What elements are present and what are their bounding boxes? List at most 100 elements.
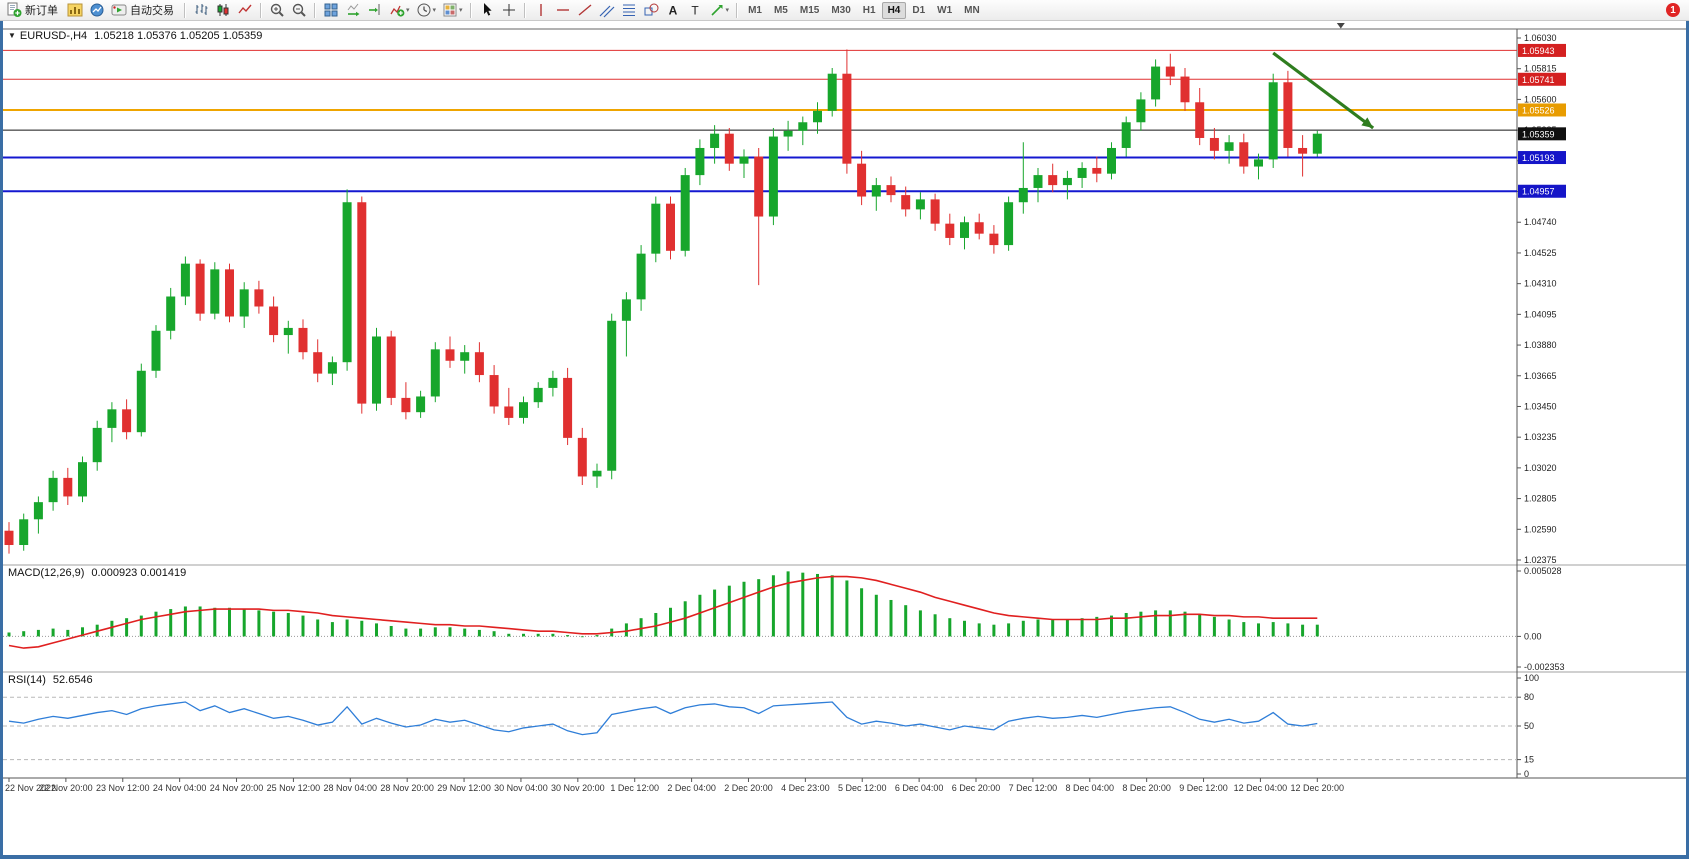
macd-histogram-bar	[713, 589, 717, 637]
text-label-button[interactable]: T	[685, 1, 705, 19]
macd-histogram-bar	[992, 624, 996, 637]
candle	[1062, 170, 1072, 200]
tile-windows-button[interactable]	[321, 1, 341, 19]
bar-chart-mode-button[interactable]	[191, 1, 211, 19]
text-button[interactable]: A	[663, 1, 683, 19]
dropdown-caret-icon: ▾	[725, 7, 730, 14]
toolbar-separator	[314, 2, 316, 18]
candle	[1165, 53, 1175, 86]
macd-histogram-bar	[139, 615, 143, 637]
candle	[592, 463, 602, 488]
macd-histogram-bar	[771, 575, 775, 637]
chart-canvas[interactable]: 1.060301.058151.056001.053851.051701.049…	[3, 21, 1686, 855]
macd-histogram-bar	[169, 609, 173, 637]
vertical-line-button[interactable]	[531, 1, 551, 19]
candle	[666, 196, 675, 260]
price-axis[interactable]: 1.060301.058151.056001.053851.051701.049…	[1517, 33, 1566, 565]
trendline-button[interactable]	[575, 1, 595, 19]
charts-icon	[67, 2, 83, 18]
macd-indicator-label: MACD(12,26,9) 0.000923 0.001419	[8, 567, 186, 579]
fibonacci-button[interactable]	[619, 1, 639, 19]
candle	[621, 292, 631, 357]
profiles-button[interactable]	[87, 1, 107, 19]
timeframe-mn[interactable]: MN	[964, 4, 980, 16]
shift-marker-icon	[1336, 23, 1345, 29]
new-order-button[interactable]: 新订单	[4, 1, 63, 19]
time-label: 9 Dec 12:00	[1179, 783, 1228, 793]
macd-histogram-bar	[1036, 619, 1040, 637]
periods-button[interactable]: ▾	[414, 1, 439, 19]
rsi-scale-label: 100	[1524, 673, 1539, 683]
timeframe-m5[interactable]: M5	[773, 4, 788, 16]
price-flag	[1518, 72, 1566, 86]
timeframe-h4[interactable]: H4	[881, 1, 907, 19]
candle	[548, 370, 558, 397]
timeframe-m1[interactable]: M1	[748, 4, 762, 16]
rsi-indicator-label: RSI(14) 52.6546	[8, 674, 93, 686]
macd-histogram-bar	[345, 619, 349, 637]
rsi-name: RSI(14)	[8, 674, 46, 686]
arrows-button[interactable]: ▾	[707, 1, 732, 19]
macd-histogram-bar	[742, 581, 746, 637]
shapes-button[interactable]	[641, 1, 661, 19]
equidistant-channel-button[interactable]	[597, 1, 617, 19]
candle	[710, 125, 720, 164]
svg-text:A: A	[668, 4, 677, 18]
macd-histogram-bar	[963, 620, 966, 637]
cursor-button[interactable]	[477, 1, 497, 19]
autotrading-button[interactable]: 自动交易	[109, 1, 179, 19]
cursor-icon	[479, 2, 495, 18]
candle	[813, 102, 822, 134]
horizontal-line-button[interactable]	[553, 1, 573, 19]
candle	[298, 319, 308, 360]
candle	[754, 147, 764, 286]
timeframe-h1[interactable]: H1	[862, 4, 876, 16]
horizontal-line-icon	[555, 2, 571, 18]
templates-button[interactable]: ▾	[440, 1, 465, 19]
candle	[871, 177, 881, 211]
price-scale-label: 1.03450	[1524, 401, 1557, 411]
chart-menu-icon[interactable]: ▼	[8, 31, 16, 40]
time-label: 28 Nov 20:00	[380, 783, 434, 793]
timeframe-m15[interactable]: M15	[799, 4, 820, 16]
timeframe-m30[interactable]: M30	[831, 4, 851, 16]
chart-shift-button[interactable]	[365, 1, 385, 19]
macd-histogram-bar	[1212, 616, 1216, 637]
candle	[695, 139, 705, 186]
charts-button[interactable]	[65, 1, 85, 19]
text-icon: A	[665, 2, 681, 18]
candle	[357, 196, 367, 414]
price-flag-label: 1.05526	[1522, 105, 1555, 115]
macd-histogram-bar	[977, 623, 981, 637]
timeframe-d1[interactable]: D1	[912, 4, 926, 16]
zoom-in-button[interactable]	[267, 1, 287, 19]
shapes-icon	[643, 2, 659, 18]
price-flag-label: 1.05193	[1522, 153, 1555, 163]
candle	[930, 193, 940, 231]
timeframe-w1[interactable]: W1	[937, 4, 953, 16]
auto-scroll-button[interactable]	[343, 1, 363, 19]
candle	[563, 367, 573, 446]
zoom-out-button[interactable]	[289, 1, 309, 19]
time-label: 24 Nov 20:00	[210, 783, 264, 793]
line-chart-mode-button[interactable]	[235, 1, 255, 19]
candle	[48, 470, 58, 511]
macd-histogram-bar	[1168, 610, 1172, 637]
macd-histogram-bar	[125, 618, 129, 637]
indicators-button[interactable]: ▾	[387, 1, 412, 19]
rsi-scale-label: 50	[1524, 721, 1534, 731]
macd-scale-label: -0.002353	[1524, 662, 1565, 672]
price-scale-label: 1.05600	[1524, 94, 1557, 104]
notification-badge[interactable]: 1	[1666, 3, 1680, 17]
macd-histogram-bar	[316, 619, 320, 637]
arrow-head	[1361, 117, 1374, 128]
candle	[827, 67, 837, 117]
crosshair-button[interactable]	[499, 1, 519, 19]
macd-histogram-bar	[1198, 614, 1202, 637]
candle	[1107, 142, 1116, 180]
macd-histogram-bar	[1124, 612, 1128, 637]
macd-histogram-bar	[154, 611, 158, 637]
candle	[1209, 127, 1219, 160]
candlestick-mode-button[interactable]	[213, 1, 233, 19]
